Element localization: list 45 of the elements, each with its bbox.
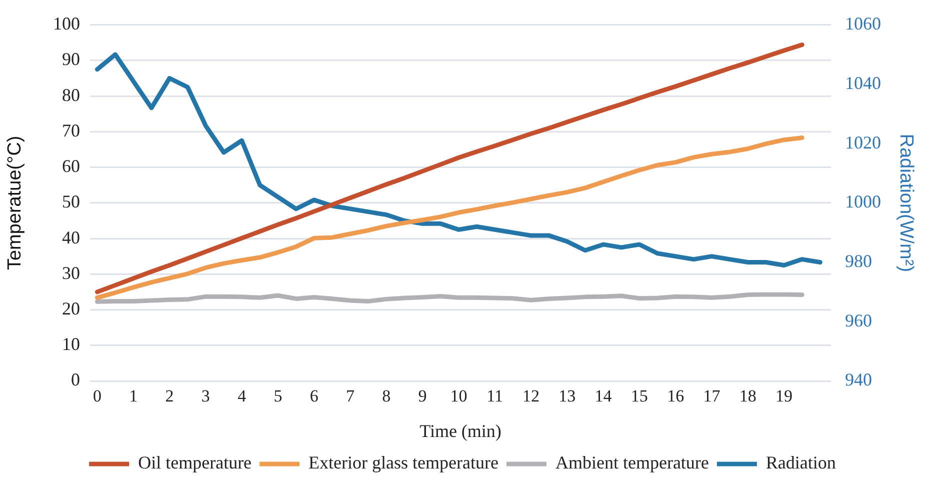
x-tick-label: 19: [776, 386, 793, 406]
x-tick-label: 1: [129, 386, 138, 406]
y-tick-label: 70: [62, 120, 80, 140]
x-tick-label: 4: [238, 386, 247, 406]
y-tick-label: 60: [62, 156, 80, 176]
x-tick-label: 11: [486, 386, 504, 406]
x-tick-label: 10: [450, 386, 468, 406]
x-tick-label: 9: [418, 386, 427, 406]
x-tick-label: 17: [703, 386, 721, 406]
x-tick-label: 5: [274, 386, 282, 406]
y-tick-label: 0: [71, 370, 80, 390]
y-tick-label: 10: [62, 334, 80, 354]
legend-label: Radiation: [766, 452, 836, 473]
y-tick-label: 30: [62, 262, 80, 283]
legend-label: Ambient temperature: [555, 452, 709, 473]
x-tick-label: 0: [92, 386, 102, 406]
x-tick-label: 15: [630, 386, 648, 406]
x-tick-label: 12: [522, 386, 540, 406]
y-tick-label: 80: [62, 84, 80, 105]
y-tick-label: 40: [62, 227, 80, 248]
y2-axis-title: Radiation(W/m²): [895, 134, 916, 272]
x-tick-label: 16: [667, 386, 684, 406]
y-tick-label: 50: [62, 192, 80, 212]
x-axis-title: Time (min): [420, 420, 502, 441]
y2-tick-label: 940: [845, 370, 872, 390]
x-tick-label: 2: [165, 386, 174, 406]
y-tick-label: 20: [62, 298, 80, 318]
x-tick-label: 8: [382, 386, 391, 406]
x-tick-label: 3: [201, 386, 210, 406]
legend-label: Exterior glass temperature: [308, 452, 498, 473]
y2-tick-label: 1040: [845, 72, 881, 93]
y2-tick-label: 1000: [845, 192, 881, 212]
y2-tick-label: 1060: [845, 14, 881, 34]
y2-tick-label: 1020: [845, 132, 881, 152]
y-axis-title: Temperatue(°C): [4, 136, 26, 270]
x-tick-label: 18: [739, 386, 756, 406]
legend-label: Oil temperature: [138, 452, 252, 473]
x-tick-label: 6: [310, 386, 318, 406]
x-tick-label: 13: [558, 386, 576, 406]
y2-tick-label: 960: [845, 310, 872, 330]
x-tick-label: 14: [594, 386, 612, 406]
y2-tick-label: 980: [845, 251, 872, 271]
y-tick-label: 100: [53, 14, 80, 34]
y-tick-label: 90: [62, 49, 80, 70]
x-tick-label: 7: [346, 386, 356, 406]
